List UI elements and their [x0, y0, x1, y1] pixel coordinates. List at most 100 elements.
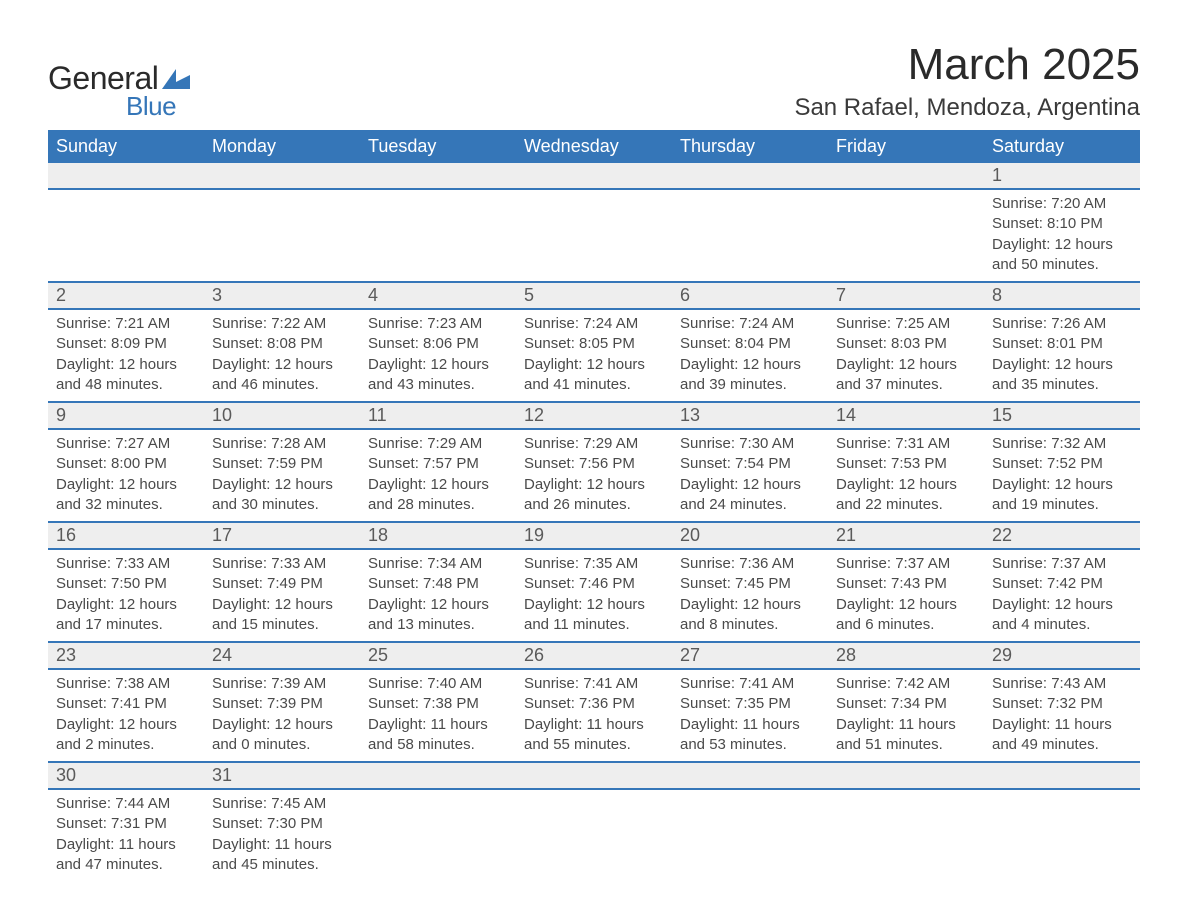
day-number-cell: 25 — [360, 642, 516, 669]
daylight-text: Daylight: 12 hours and 43 minutes. — [368, 355, 508, 396]
day-number-cell — [516, 163, 672, 189]
day-number-cell: 8 — [984, 282, 1140, 309]
day-detail-cell — [48, 189, 204, 282]
day-detail-cell: Sunrise: 7:43 AMSunset: 7:32 PMDaylight:… — [984, 669, 1140, 762]
sunset-text: Sunset: 7:49 PM — [212, 574, 352, 594]
day-number: 4 — [368, 285, 378, 305]
daylight-text: Daylight: 12 hours and 19 minutes. — [992, 475, 1132, 516]
day-number-cell: 5 — [516, 282, 672, 309]
daylight-text: Daylight: 12 hours and 30 minutes. — [212, 475, 352, 516]
week-details-row: Sunrise: 7:21 AMSunset: 8:09 PMDaylight:… — [48, 309, 1140, 402]
daylight-text: Daylight: 12 hours and 11 minutes. — [524, 595, 664, 636]
sunrise-text: Sunrise: 7:33 AM — [212, 554, 352, 574]
day-number-cell: 21 — [828, 522, 984, 549]
sunset-text: Sunset: 7:30 PM — [212, 814, 352, 834]
logo-text-blue: Blue — [126, 91, 190, 122]
day-number-cell: 12 — [516, 402, 672, 429]
week-daynum-row: 2345678 — [48, 282, 1140, 309]
day-number-cell: 24 — [204, 642, 360, 669]
sunset-text: Sunset: 7:53 PM — [836, 454, 976, 474]
day-number-cell: 18 — [360, 522, 516, 549]
sunrise-text: Sunrise: 7:41 AM — [680, 674, 820, 694]
sunrise-text: Sunrise: 7:39 AM — [212, 674, 352, 694]
daylight-text: Daylight: 12 hours and 17 minutes. — [56, 595, 196, 636]
sunset-text: Sunset: 7:56 PM — [524, 454, 664, 474]
day-number-cell: 31 — [204, 762, 360, 789]
sunrise-text: Sunrise: 7:36 AM — [680, 554, 820, 574]
sunrise-text: Sunrise: 7:31 AM — [836, 434, 976, 454]
day-number: 3 — [212, 285, 222, 305]
sunrise-text: Sunrise: 7:29 AM — [524, 434, 664, 454]
calendar-page: General Blue March 2025 San Rafael, Mend… — [48, 40, 1140, 881]
day-detail-cell: Sunrise: 7:29 AMSunset: 7:57 PMDaylight:… — [360, 429, 516, 522]
day-number: 26 — [524, 645, 544, 665]
day-number-cell: 4 — [360, 282, 516, 309]
day-number: 17 — [212, 525, 232, 545]
day-number: 5 — [524, 285, 534, 305]
day-detail-cell: Sunrise: 7:24 AMSunset: 8:05 PMDaylight:… — [516, 309, 672, 402]
day-number-cell: 11 — [360, 402, 516, 429]
day-detail-cell: Sunrise: 7:32 AMSunset: 7:52 PMDaylight:… — [984, 429, 1140, 522]
week-daynum-row: 9101112131415 — [48, 402, 1140, 429]
sunrise-text: Sunrise: 7:30 AM — [680, 434, 820, 454]
daylight-text: Daylight: 12 hours and 26 minutes. — [524, 475, 664, 516]
day-number-cell: 27 — [672, 642, 828, 669]
daylight-text: Daylight: 12 hours and 15 minutes. — [212, 595, 352, 636]
day-header: Monday — [204, 130, 360, 163]
day-number: 22 — [992, 525, 1012, 545]
day-detail-cell — [516, 789, 672, 881]
sunset-text: Sunset: 7:43 PM — [836, 574, 976, 594]
day-detail-cell: Sunrise: 7:41 AMSunset: 7:35 PMDaylight:… — [672, 669, 828, 762]
daylight-text: Daylight: 12 hours and 48 minutes. — [56, 355, 196, 396]
location-subtitle: San Rafael, Mendoza, Argentina — [794, 94, 1140, 122]
day-detail-cell: Sunrise: 7:27 AMSunset: 8:00 PMDaylight:… — [48, 429, 204, 522]
sunset-text: Sunset: 7:41 PM — [56, 694, 196, 714]
day-header: Thursday — [672, 130, 828, 163]
sunrise-text: Sunrise: 7:45 AM — [212, 794, 352, 814]
day-detail-cell: Sunrise: 7:35 AMSunset: 7:46 PMDaylight:… — [516, 549, 672, 642]
day-number-cell — [672, 762, 828, 789]
day-detail-cell: Sunrise: 7:40 AMSunset: 7:38 PMDaylight:… — [360, 669, 516, 762]
daylight-text: Daylight: 12 hours and 39 minutes. — [680, 355, 820, 396]
daylight-text: Daylight: 11 hours and 51 minutes. — [836, 715, 976, 756]
sunset-text: Sunset: 8:00 PM — [56, 454, 196, 474]
sunset-text: Sunset: 8:01 PM — [992, 334, 1132, 354]
week-daynum-row: 23242526272829 — [48, 642, 1140, 669]
day-detail-cell: Sunrise: 7:28 AMSunset: 7:59 PMDaylight:… — [204, 429, 360, 522]
sunrise-text: Sunrise: 7:41 AM — [524, 674, 664, 694]
day-number-cell: 13 — [672, 402, 828, 429]
sunrise-text: Sunrise: 7:21 AM — [56, 314, 196, 334]
day-number-cell — [828, 762, 984, 789]
day-detail-cell — [984, 789, 1140, 881]
day-number: 23 — [56, 645, 76, 665]
day-number: 28 — [836, 645, 856, 665]
daylight-text: Daylight: 12 hours and 50 minutes. — [992, 235, 1132, 276]
day-number: 24 — [212, 645, 232, 665]
sunrise-text: Sunrise: 7:43 AM — [992, 674, 1132, 694]
day-number: 1 — [992, 165, 1002, 185]
week-details-row: Sunrise: 7:27 AMSunset: 8:00 PMDaylight:… — [48, 429, 1140, 522]
day-detail-cell — [516, 189, 672, 282]
sunset-text: Sunset: 8:03 PM — [836, 334, 976, 354]
day-number-cell: 22 — [984, 522, 1140, 549]
day-number: 30 — [56, 765, 76, 785]
day-header: Wednesday — [516, 130, 672, 163]
day-detail-cell: Sunrise: 7:41 AMSunset: 7:36 PMDaylight:… — [516, 669, 672, 762]
sunrise-text: Sunrise: 7:23 AM — [368, 314, 508, 334]
sunrise-text: Sunrise: 7:38 AM — [56, 674, 196, 694]
daylight-text: Daylight: 11 hours and 45 minutes. — [212, 835, 352, 876]
day-detail-cell: Sunrise: 7:22 AMSunset: 8:08 PMDaylight:… — [204, 309, 360, 402]
day-number-cell: 16 — [48, 522, 204, 549]
sunset-text: Sunset: 8:06 PM — [368, 334, 508, 354]
day-number-cell: 10 — [204, 402, 360, 429]
sunrise-text: Sunrise: 7:25 AM — [836, 314, 976, 334]
day-number: 11 — [368, 405, 387, 425]
day-header-row: Sunday Monday Tuesday Wednesday Thursday… — [48, 130, 1140, 163]
sunrise-text: Sunrise: 7:24 AM — [524, 314, 664, 334]
day-detail-cell: Sunrise: 7:24 AMSunset: 8:04 PMDaylight:… — [672, 309, 828, 402]
day-number: 12 — [524, 405, 544, 425]
day-detail-cell: Sunrise: 7:30 AMSunset: 7:54 PMDaylight:… — [672, 429, 828, 522]
sunset-text: Sunset: 7:59 PM — [212, 454, 352, 474]
day-detail-cell: Sunrise: 7:42 AMSunset: 7:34 PMDaylight:… — [828, 669, 984, 762]
day-number-cell: 26 — [516, 642, 672, 669]
